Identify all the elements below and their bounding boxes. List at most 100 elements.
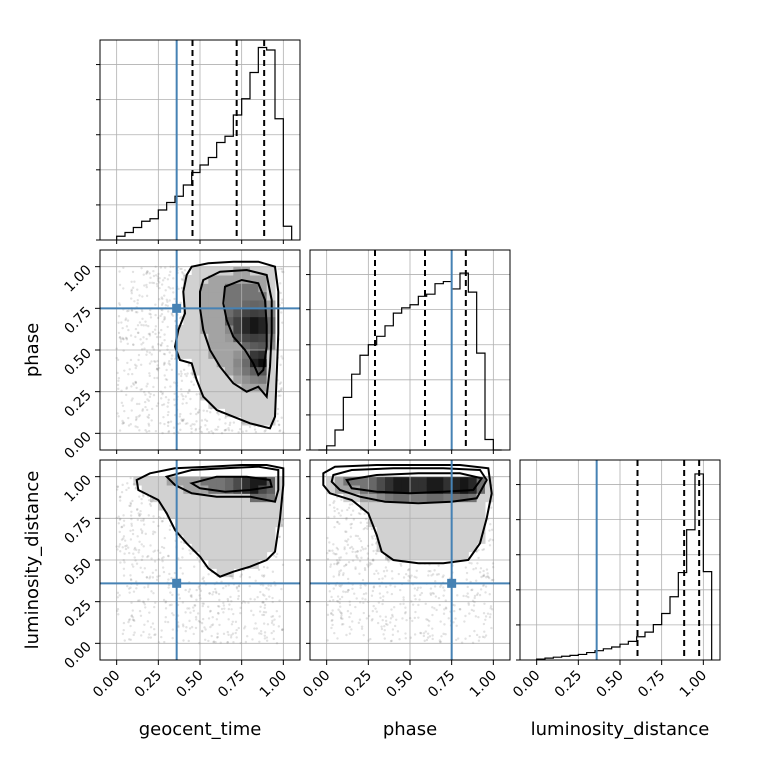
- heat-cell: [233, 535, 243, 544]
- heat-cell: [266, 510, 276, 519]
- sample-point: [163, 422, 166, 426]
- sample-point: [169, 287, 172, 290]
- sample-point: [217, 605, 221, 608]
- sample-point: [468, 561, 471, 565]
- sample-point: [377, 572, 380, 575]
- x-tick-label: 1.00: [257, 668, 290, 701]
- heat-cell: [208, 391, 218, 401]
- sample-point: [224, 422, 227, 425]
- sample-point: [222, 586, 225, 590]
- heat-cell: [266, 501, 276, 511]
- sample-point: [136, 324, 140, 327]
- sample-point: [155, 335, 159, 339]
- sample-point: [345, 518, 348, 521]
- sample-point: [338, 522, 341, 526]
- sample-point: [141, 341, 145, 344]
- sample-point: [346, 590, 349, 594]
- sample-point: [148, 372, 151, 375]
- sample-point: [139, 519, 143, 522]
- sample-point: [141, 530, 144, 533]
- sample-point: [154, 274, 158, 277]
- sample-point: [164, 616, 168, 619]
- sample-point: [117, 415, 120, 418]
- sample-point: [153, 633, 156, 637]
- sample-point: [162, 415, 165, 419]
- sample-point: [145, 271, 149, 275]
- heat-cell: [233, 300, 243, 309]
- sample-point: [130, 297, 133, 300]
- sample-point: [208, 592, 212, 595]
- sample-point: [483, 630, 486, 633]
- sample-point: [231, 632, 235, 635]
- contour-0-1: [199, 268, 273, 400]
- sample-point: [210, 430, 213, 433]
- sample-point: [152, 550, 155, 553]
- sample-point: [216, 636, 219, 639]
- sample-point: [426, 632, 430, 635]
- sample-point: [147, 332, 151, 336]
- sample-point: [153, 531, 157, 534]
- sample-point: [129, 334, 133, 337]
- sample-point: [230, 623, 234, 626]
- sample-point: [119, 550, 122, 553]
- sample-point: [120, 490, 124, 494]
- sample-point: [152, 530, 155, 533]
- heat-cell: [376, 518, 386, 528]
- sample-point: [372, 586, 376, 589]
- sample-point: [121, 326, 124, 330]
- sample-point: [196, 612, 200, 615]
- sample-point: [433, 585, 437, 588]
- sample-point: [399, 588, 402, 592]
- sample-point: [384, 585, 388, 589]
- sample-point: [272, 630, 275, 633]
- sample-point: [125, 387, 128, 390]
- sample-point: [338, 610, 342, 613]
- sample-point: [364, 598, 367, 601]
- heat-cell: [216, 476, 226, 486]
- sample-point: [181, 394, 185, 398]
- sample-point: [478, 635, 481, 639]
- sample-point: [347, 560, 351, 564]
- heat-cell: [426, 476, 436, 486]
- heat-cell: [241, 283, 251, 293]
- heat-cell: [208, 283, 218, 293]
- sample-point: [142, 630, 145, 634]
- sample-point: [413, 616, 417, 620]
- heat-cell: [191, 543, 201, 553]
- sample-point: [115, 545, 118, 548]
- heat-cell: [241, 300, 251, 309]
- sample-point: [133, 300, 136, 303]
- sample-point: [371, 543, 374, 546]
- sample-point: [281, 628, 284, 631]
- sample-point: [330, 626, 333, 630]
- heat-cell: [158, 485, 168, 494]
- sample-point: [252, 613, 255, 617]
- sample-point: [372, 549, 375, 553]
- sample-point: [354, 550, 357, 554]
- sample-point: [135, 386, 138, 390]
- sample-point: [484, 576, 488, 579]
- sample-point: [173, 571, 177, 575]
- heat-cell: [241, 375, 251, 384]
- sample-point: [477, 556, 480, 560]
- heat-cell: [241, 510, 251, 519]
- sample-point: [143, 603, 146, 606]
- sample-point: [489, 613, 492, 616]
- sample-point: [212, 640, 216, 643]
- heat-cell: [208, 560, 218, 569]
- heat-cell: [258, 383, 268, 393]
- heat-cell: [393, 543, 403, 553]
- sample-point: [258, 640, 261, 643]
- sample-point: [382, 570, 386, 573]
- sample-point: [165, 298, 169, 302]
- y-tick-label: 0.25: [61, 387, 94, 420]
- sample-point: [477, 548, 480, 552]
- sample-point: [337, 608, 340, 611]
- sample-point: [337, 561, 340, 565]
- sample-point: [158, 298, 161, 301]
- sample-point: [238, 427, 242, 431]
- sample-point: [336, 563, 339, 566]
- sample-point: [386, 591, 389, 594]
- sample-point: [159, 422, 162, 425]
- sample-point: [147, 429, 151, 433]
